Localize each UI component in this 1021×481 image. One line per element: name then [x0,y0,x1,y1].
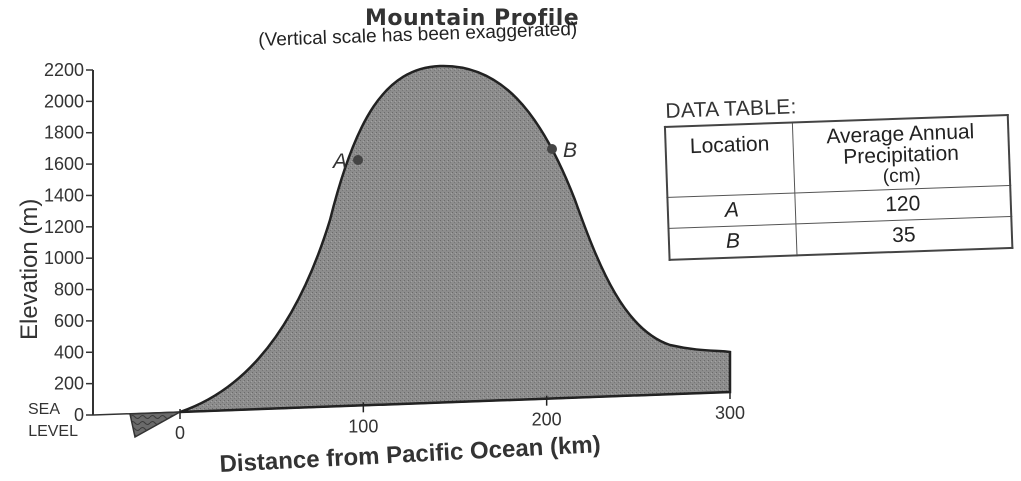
point-b-label: B [563,139,577,162]
x-axis-line [179,391,731,413]
point-a-label: A [331,150,347,173]
y-tick-label: 2000 [44,91,84,111]
y-tick-label: 0 [74,405,84,425]
row-b-location: B [668,223,798,260]
point-a-marker [353,155,363,165]
y-tick-label: 1000 [44,248,84,268]
x-axis-title: Distance from Pacific Ocean (km) [219,431,601,478]
x-tick-label: 200 [532,410,562,430]
header-precipitation: Average Annual Precipitation (cm) [792,114,1011,193]
precipitation-table: Location Average Annual Precipitation (c… [663,113,1014,261]
x-tick-label: 100 [348,416,378,436]
ocean-wedge [129,411,181,439]
y-tick-label: 1200 [44,217,84,237]
row-a-location: A [667,192,796,229]
y-tick-label: 1600 [44,154,84,174]
y-tick-label: 2200 [44,60,84,80]
header-location: Location [664,122,795,198]
y-tick-label: 400 [54,342,84,362]
sea-level-label-line1: SEA [28,401,60,418]
x-tick-label: 0 [175,423,185,443]
table-header-row: Location Average Annual Precipitation (c… [664,114,1011,198]
y-tick-label: 1400 [44,185,84,205]
y-tick-label: 600 [54,311,84,331]
point-b-marker [547,144,557,154]
y-axis-title: Elevation (m) [16,199,43,340]
sea-level-label-line2: LEVEL [28,423,78,440]
y-tick-label: 1800 [44,123,84,143]
diagram-title: Mountain Profile [365,6,580,31]
row-b-precipitation: 35 [795,216,1013,256]
data-table: DATA TABLE: Location Average Annual Prec… [663,88,1014,261]
y-tick-label: 800 [54,280,84,300]
y-tick-label: 200 [54,374,84,394]
header-precip-line2: Precipitation [842,141,960,169]
mountain-profile-shape [179,64,732,414]
x-tick-label: 300 [715,403,745,423]
